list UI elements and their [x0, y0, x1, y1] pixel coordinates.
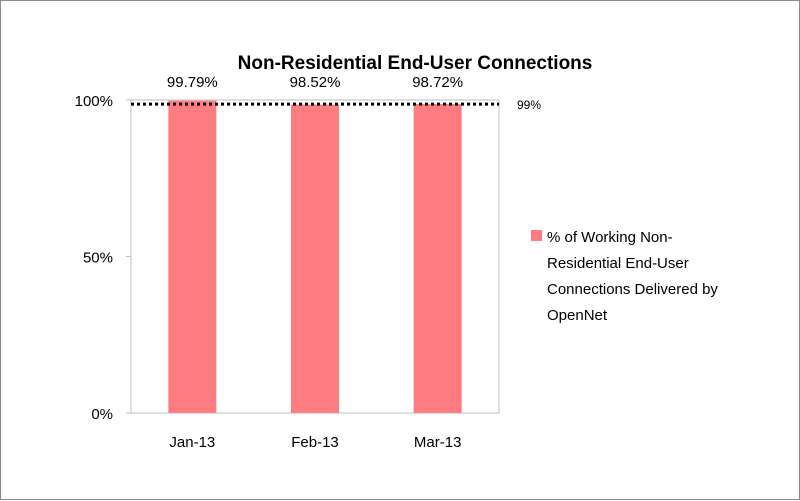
legend-label: Connections Delivered by: [547, 281, 718, 298]
data-label: 98.52%: [290, 74, 341, 91]
legend: % of Working Non- Residential End-User Con…: [531, 229, 718, 324]
data-label: 99.79%: [167, 74, 218, 91]
y-tick-label: 50%: [83, 250, 113, 267]
chart-title: Non-Residential End-User Connections: [238, 53, 593, 74]
data-label: 98.72%: [412, 74, 463, 91]
legend-swatch: [531, 230, 542, 241]
plot-area: 0% 50% 100% 99.79% Jan-13 98.52% Feb-13 98.72% M…: [75, 74, 542, 451]
legend-label: % of Working Non-: [547, 229, 673, 246]
bar: [291, 104, 339, 414]
legend-label: OpenNet: [547, 307, 608, 324]
y-tick-label: 0%: [91, 406, 113, 423]
bar: [168, 100, 217, 414]
reference-line-label: 99%: [517, 98, 541, 112]
x-tick-label: Jan-13: [169, 434, 215, 451]
y-tick-label: 100%: [75, 93, 113, 110]
x-tick-label: Mar-13: [414, 434, 462, 451]
legend-label: Residential End-User: [547, 255, 689, 272]
x-tick-label: Feb-13: [291, 434, 339, 451]
bar: [413, 104, 462, 413]
